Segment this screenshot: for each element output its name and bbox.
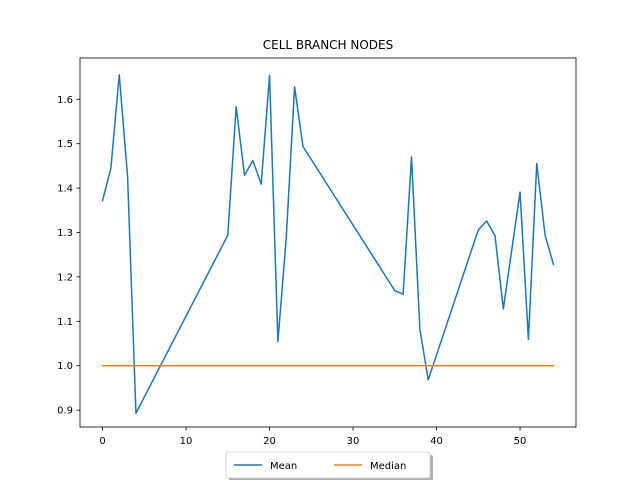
plot-area bbox=[79, 57, 577, 428]
y-tick-label: 0.9 bbox=[57, 406, 73, 417]
y-tick-label: 1.2 bbox=[57, 272, 73, 283]
x-axis: 0 10 20 30 40 50 bbox=[99, 427, 526, 447]
legend: Mean Median bbox=[225, 451, 433, 480]
series-layer bbox=[101, 74, 555, 414]
y-tick-label: 1.1 bbox=[57, 317, 73, 328]
x-tick-label: 50 bbox=[514, 436, 527, 447]
y-tick-label: 1.0 bbox=[57, 361, 73, 372]
x-tick-label: 40 bbox=[430, 436, 443, 447]
legend-label-median: Median bbox=[370, 461, 406, 472]
y-tick-label: 1.4 bbox=[57, 184, 73, 195]
y-tick-label: 1.6 bbox=[57, 95, 73, 106]
x-tick-label: 0 bbox=[99, 436, 105, 447]
x-tick-label: 10 bbox=[180, 436, 193, 447]
chart-title: CELL BRANCH NODES bbox=[263, 38, 394, 52]
legend-box bbox=[225, 451, 431, 479]
x-tick-label: 30 bbox=[347, 436, 360, 447]
series-line-mean bbox=[101, 74, 555, 414]
y-axis: 0.9 1.0 1.1 1.2 1.3 1.4 1.5 1.6 bbox=[57, 95, 80, 417]
legend-label-mean: Mean bbox=[270, 461, 297, 472]
x-tick-label: 20 bbox=[263, 436, 276, 447]
y-tick-label: 1.3 bbox=[57, 228, 73, 239]
plot-frame bbox=[79, 57, 577, 428]
y-tick-label: 1.5 bbox=[57, 139, 73, 150]
